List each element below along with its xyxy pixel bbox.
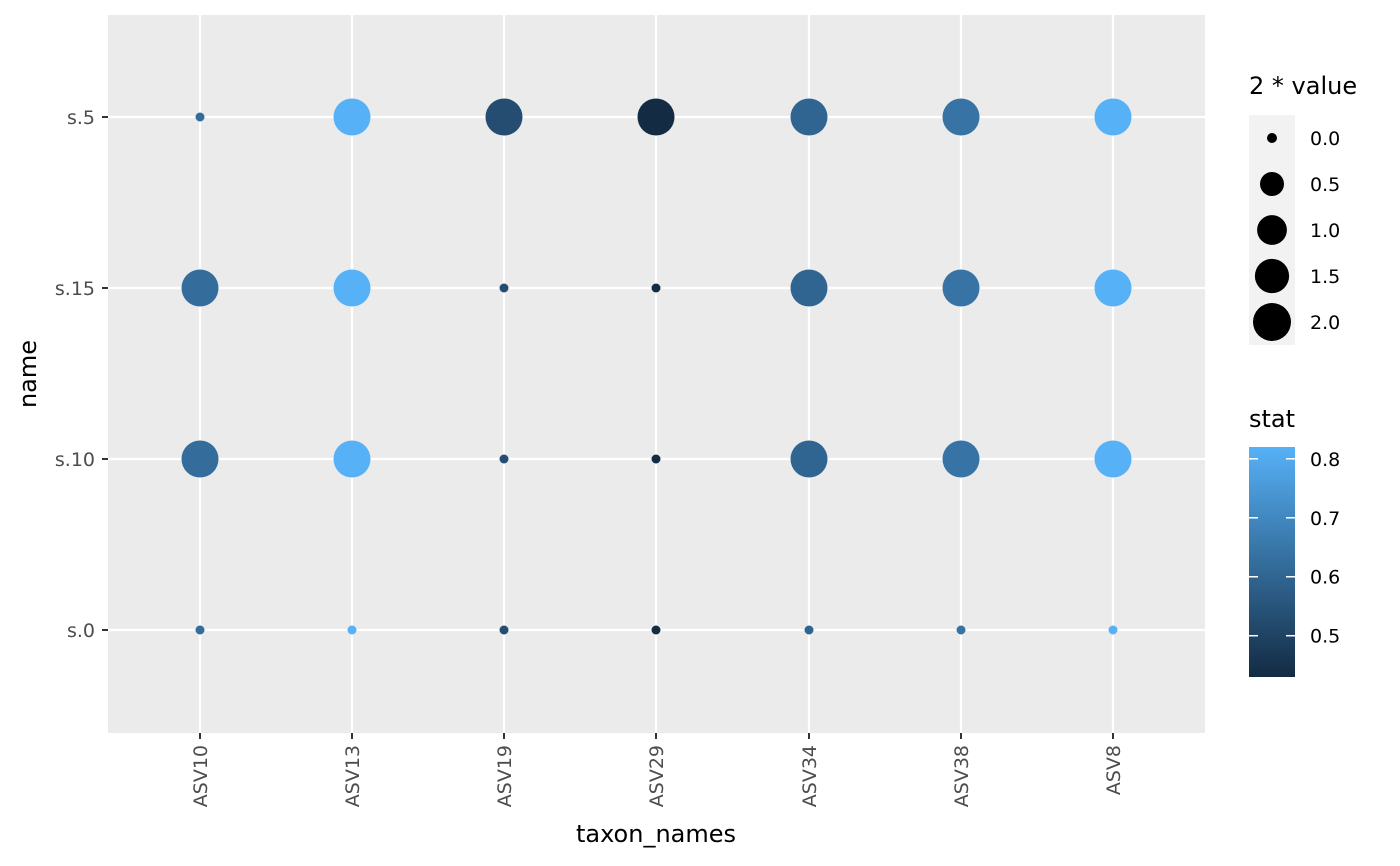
- data-points: [181, 98, 1132, 635]
- size-legend-key: [1254, 258, 1290, 294]
- data-point: [651, 625, 661, 635]
- data-point: [651, 454, 661, 464]
- data-point: [790, 269, 828, 307]
- data-point: [347, 625, 357, 635]
- size-legend-key: [1260, 172, 1284, 196]
- size-legend-title: 2 * value: [1249, 72, 1357, 100]
- size-legend-label: 0.0: [1310, 128, 1340, 150]
- size-legend: 2 * value 0.0 0.5 1.0 1.5 2.0: [1249, 72, 1357, 345]
- y-tick-label: s.0: [67, 620, 95, 642]
- x-axis: ASV10 ASV13 ASV19 ASV29 ASV34 ASV38 ASV8: [190, 733, 1125, 807]
- size-legend-key: [1257, 215, 1287, 245]
- data-point: [195, 625, 205, 635]
- size-legend-label: 1.0: [1310, 220, 1340, 242]
- data-point: [333, 440, 371, 478]
- data-point: [181, 440, 219, 478]
- data-point: [651, 283, 661, 293]
- x-tick-label: ASV34: [799, 745, 821, 807]
- y-tick-label: s.10: [55, 449, 95, 471]
- data-point: [499, 625, 509, 635]
- data-point: [956, 625, 966, 635]
- data-point: [333, 269, 371, 307]
- color-bar: [1249, 447, 1295, 677]
- color-legend-label: 0.6: [1310, 567, 1340, 589]
- data-point: [499, 454, 509, 464]
- x-tick-label: ASV10: [190, 745, 212, 807]
- data-point: [1094, 440, 1132, 478]
- data-point: [181, 269, 219, 307]
- x-tick-label: ASV38: [951, 745, 973, 807]
- x-tick-label: ASV29: [646, 745, 668, 807]
- x-tick-label: ASV13: [342, 745, 364, 807]
- color-legend: stat 0.5 0.6 0.7 0.8: [1249, 405, 1340, 677]
- y-axis: s.0 s.10 s.15 s.5: [55, 107, 108, 642]
- size-legend-label: 1.5: [1310, 266, 1340, 288]
- color-legend-label: 0.7: [1310, 508, 1340, 530]
- size-legend-label: 2.0: [1310, 312, 1340, 334]
- color-legend-label: 0.5: [1310, 626, 1340, 648]
- data-point: [1108, 625, 1118, 635]
- size-legend-key: [1253, 303, 1291, 341]
- data-point: [333, 98, 371, 136]
- y-tick-label: s.15: [55, 278, 95, 300]
- data-point: [942, 98, 980, 136]
- color-legend-label: 0.8: [1310, 449, 1340, 471]
- data-point: [637, 98, 675, 136]
- size-legend-key: [1267, 133, 1277, 143]
- data-point: [942, 440, 980, 478]
- data-point: [1094, 269, 1132, 307]
- x-tick-label: ASV19: [494, 745, 516, 807]
- data-point: [485, 98, 523, 136]
- y-tick-label: s.5: [67, 107, 95, 129]
- size-legend-label: 0.5: [1310, 174, 1340, 196]
- data-point: [942, 269, 980, 307]
- data-point: [499, 283, 509, 293]
- y-axis-title: name: [14, 340, 42, 408]
- x-tick-label: ASV8: [1103, 745, 1125, 795]
- data-point: [1094, 98, 1132, 136]
- x-axis-title: taxon_names: [576, 820, 736, 848]
- data-point: [790, 440, 828, 478]
- data-point: [790, 98, 828, 136]
- data-point: [195, 112, 205, 122]
- data-point: [804, 625, 814, 635]
- color-legend-title: stat: [1249, 405, 1295, 433]
